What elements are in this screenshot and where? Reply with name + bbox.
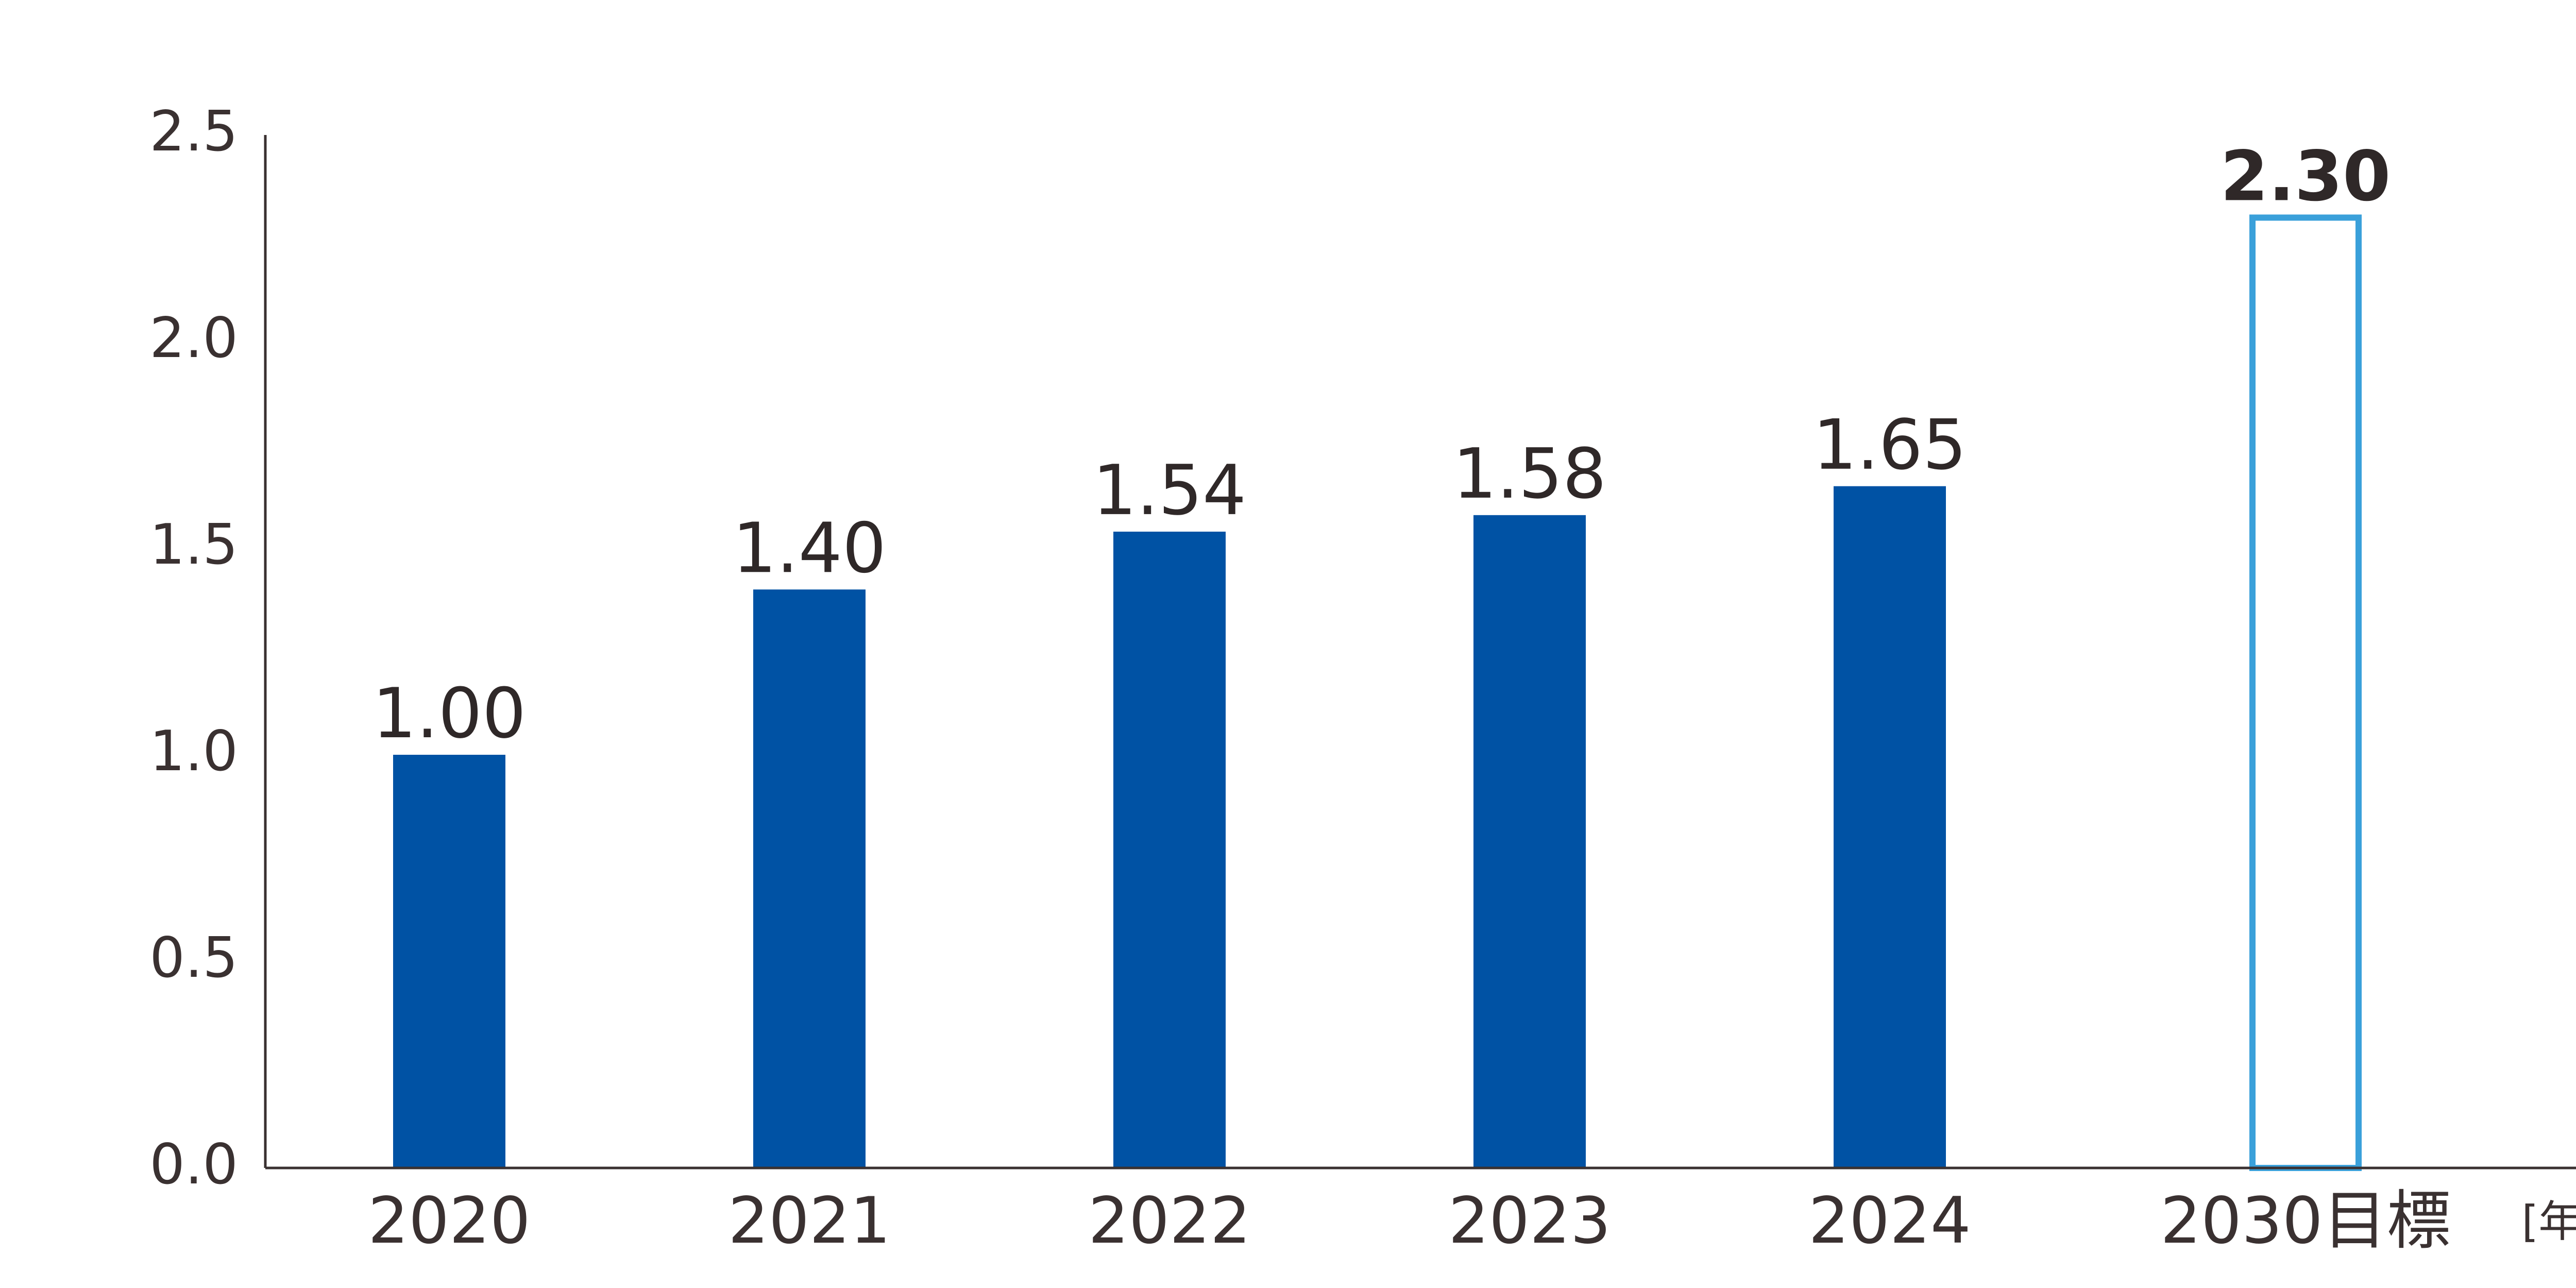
- x-category-label: 2023: [1448, 1184, 1611, 1258]
- x-category-label: 2020: [368, 1184, 531, 1258]
- y-tick-label: 2.0: [149, 306, 238, 370]
- value-label: 1.40: [733, 508, 886, 588]
- x-category-labels: 2020 2021 2022 2023 2024 2030目標: [368, 1184, 2451, 1258]
- y-tick-label: 2.5: [149, 99, 238, 164]
- y-tick-label: 0.5: [149, 926, 238, 990]
- value-label: 1.00: [372, 673, 526, 754]
- bar: [1834, 486, 1946, 1168]
- value-label: 1.58: [1453, 434, 1606, 514]
- bars: [393, 214, 2362, 1171]
- x-category-label: 2030目標: [2160, 1184, 2451, 1258]
- x-category-label: 2024: [1808, 1184, 1971, 1258]
- x-category-label: 2022: [1088, 1184, 1251, 1258]
- y-tick-label: 1.5: [149, 513, 238, 577]
- bar: [753, 589, 866, 1168]
- bar-target: [2249, 214, 2362, 1171]
- x-unit-label: [年度]: [2521, 1196, 2576, 1247]
- value-label: 1.54: [1093, 450, 1246, 531]
- bar: [393, 755, 505, 1168]
- y-tick-label: 1.0: [149, 719, 238, 784]
- bar: [1473, 515, 1586, 1168]
- x-category-label: 2021: [728, 1184, 891, 1258]
- value-label: 1.65: [1813, 405, 1967, 485]
- value-label-target: 2.30: [2221, 136, 2391, 216]
- value-labels: 1.00 1.40 1.54 1.58 1.65 2.30: [372, 136, 2391, 754]
- y-tick-labels: 0.0 0.5 1.0 1.5 2.0 2.5: [149, 99, 238, 1197]
- bar: [1113, 531, 1226, 1168]
- y-tick-label: 0.0: [149, 1132, 238, 1197]
